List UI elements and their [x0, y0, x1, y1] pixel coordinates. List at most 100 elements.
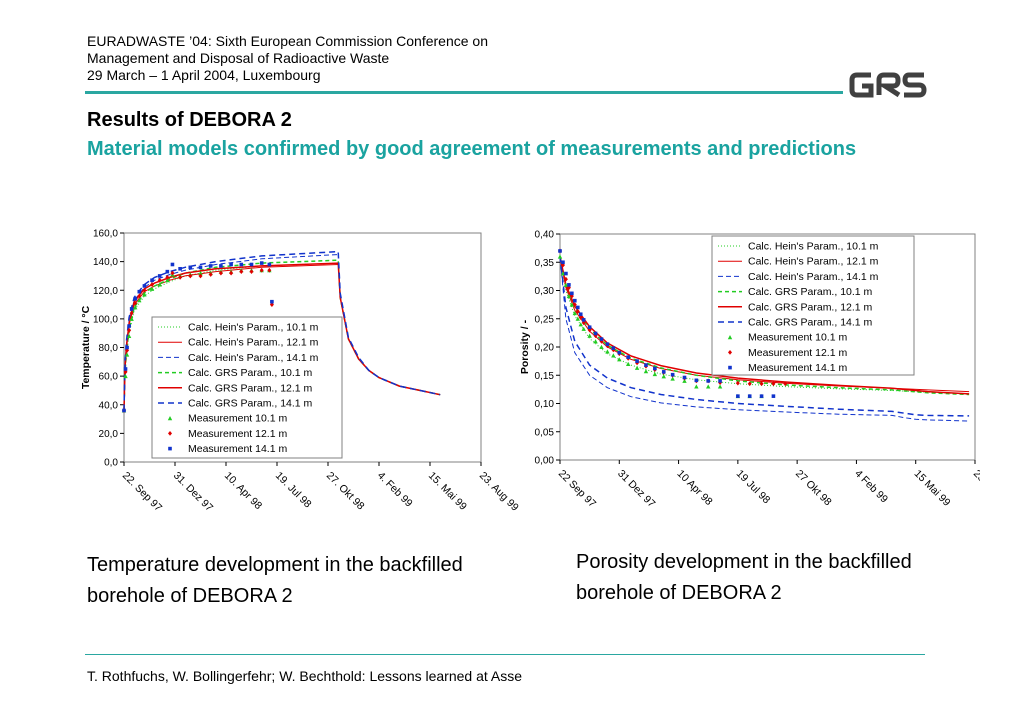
poro-data-point	[575, 305, 580, 310]
poro-data-point	[605, 342, 610, 346]
poro-data-point	[578, 322, 583, 327]
temperature-caption: Temperature development in the backfille…	[87, 554, 463, 607]
poro-data-point	[759, 394, 764, 398]
temp-data-point	[170, 270, 175, 276]
poro-legend-label: Measurement 14.1 m	[748, 362, 847, 374]
temp-data-point	[127, 324, 131, 328]
temp-data-point	[123, 367, 128, 371]
temp-series-line	[123, 254, 339, 411]
poro-legend-label: Measurement 12.1 m	[748, 347, 847, 359]
temp-data-point	[122, 408, 126, 413]
poro-data-point	[643, 369, 649, 374]
porosity-chart: 0,00 0,05 0,10 0,15 0,20 0,25 0,30 0,35 0,40 22 S…	[510, 212, 1013, 547]
poro-series-8	[558, 249, 776, 398]
poro-data-point	[572, 310, 578, 316]
temp-data-point	[133, 305, 138, 310]
poro-data-point	[635, 359, 639, 363]
temp-y-tick-label: 80,0	[99, 343, 119, 354]
temp-legend-label: Calc. GRS Param., 10.1 m	[188, 367, 313, 379]
poro-data-point	[759, 381, 764, 387]
poro-legend-label: Calc. Hein's Param., 14.1 m	[748, 271, 879, 283]
temp-legend-label: Calc. Hein's Param., 14.1 m	[188, 352, 319, 364]
temp-legend-label: Measurement 10.1 m	[188, 413, 287, 425]
poro-data-point	[735, 380, 740, 386]
poro-y-tick-label: 0,10	[535, 399, 555, 410]
poro-legend-marker	[727, 335, 733, 340]
poro-data-point	[599, 344, 604, 349]
temp-series-8	[122, 261, 275, 413]
porosity-chart-svg: 0,00 0,05 0,10 0,15 0,20 0,25 0,30 0,35 0,40 22 S…	[519, 230, 1013, 511]
poro-legend-label: Calc. GRS Param., 12.1 m	[748, 301, 873, 313]
temp-legend-label: Measurement 12.1 m	[188, 428, 287, 440]
temp-data-point	[259, 261, 264, 265]
temp-y-axis-label: Temperature / °C	[80, 305, 92, 389]
temp-series-2	[123, 254, 339, 411]
poro-legend-label: Measurement 10.1 m	[748, 332, 847, 344]
footer-divider	[85, 654, 925, 655]
header-line-2: Management and Disposal of Radioactive W…	[87, 50, 390, 66]
poro-data-point	[771, 394, 776, 398]
poro-data-point	[578, 312, 583, 317]
poro-data-point	[569, 302, 575, 307]
temp-data-point	[249, 269, 254, 275]
temp-legend-box	[151, 316, 343, 459]
poro-x-tick-label: 27 Okt 98	[793, 468, 834, 509]
temp-x-tick-label: 22. Sep 97	[120, 470, 165, 515]
temp-data-point	[219, 264, 223, 268]
poro-data-point	[563, 282, 569, 287]
temp-data-point	[157, 277, 162, 283]
temp-data-point	[198, 265, 203, 270]
poro-data-point	[706, 379, 711, 383]
temp-data-point	[208, 272, 213, 277]
temp-y-tick-label: 100,0	[93, 314, 118, 325]
temp-legend-marker	[167, 416, 173, 421]
temp-legend-marker	[168, 431, 172, 436]
temp-data-point	[123, 373, 128, 379]
temp-data-point	[218, 270, 223, 276]
temp-y-tick-label: 140,0	[93, 257, 118, 268]
poro-data-point	[599, 337, 604, 341]
poro-series-6	[557, 254, 764, 399]
header-line-3: 29 March – 1 April 2004, Luxembourg	[87, 67, 321, 83]
poro-series-5	[559, 256, 970, 417]
temp-data-point	[165, 278, 170, 283]
poro-data-point	[560, 271, 566, 276]
temp-data-point	[249, 262, 254, 267]
poro-y-tick-label: 0,00	[535, 456, 555, 467]
temp-data-point	[125, 345, 129, 350]
temp-data-point	[129, 307, 134, 311]
poro-x-tick-label: 22 Sep 97	[556, 468, 598, 510]
temp-data-point	[259, 267, 264, 273]
poro-data-point	[747, 381, 752, 387]
temp-data-point	[133, 297, 138, 301]
poro-data-point	[634, 365, 640, 370]
poro-x-tick-label: 23 Aug 99	[971, 468, 980, 510]
poro-data-point	[682, 378, 687, 383]
temp-data-point	[198, 270, 203, 276]
temperature-chart-svg: 0,0 20,0 40,0 60,0 80,0 100,0 120,0 140,0 160,0 2…	[80, 229, 521, 515]
poro-series-line	[559, 256, 970, 422]
temp-data-point	[129, 316, 134, 321]
temp-data-point	[142, 292, 147, 297]
temp-data-point	[150, 278, 154, 283]
temp-legend-label: Calc. Hein's Param., 10.1 m	[188, 322, 319, 334]
slide-subtitle: Material models confirmed by good agreem…	[87, 138, 857, 160]
temp-data-point	[124, 352, 130, 357]
poro-data-point	[736, 394, 740, 398]
temp-data-point	[270, 299, 274, 304]
poro-data-point	[575, 316, 580, 321]
poro-legend: Calc. Hein's Param., 10.1 m Calc. Hein's …	[711, 235, 915, 376]
temp-legend-label: Calc. GRS Param., 14.1 m	[188, 398, 313, 410]
temp-legend-marker	[168, 446, 172, 451]
poro-data-point	[564, 271, 568, 276]
poro-data-point	[573, 298, 577, 303]
poro-data-point	[572, 302, 577, 308]
poro-legend-marker	[728, 350, 732, 355]
temp-data-point	[267, 267, 272, 273]
poro-x-tick-label: 15 Mai 99	[912, 468, 953, 509]
temp-y-tick-label: 40,0	[99, 400, 119, 411]
poro-data-point	[747, 394, 752, 398]
poro-data-point	[570, 291, 574, 296]
temp-x-tick-label: 27. Okt 98	[324, 470, 367, 513]
temp-data-point	[133, 300, 138, 306]
